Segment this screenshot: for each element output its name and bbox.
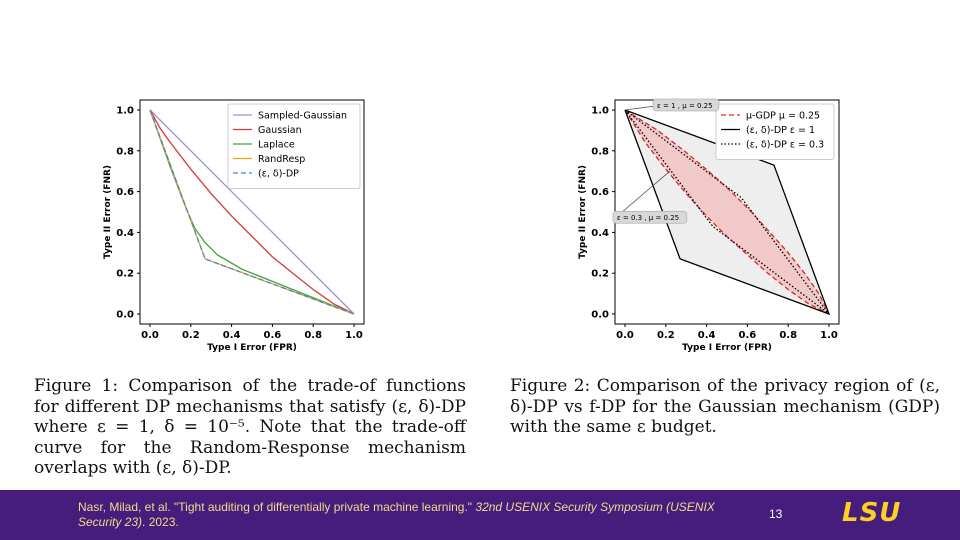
y-axis-label: Type II Error (FNR) bbox=[103, 165, 113, 259]
footer-bar: Nasr, Milad, et al. "Tight auditing of d… bbox=[0, 490, 960, 540]
legend-box bbox=[227, 103, 361, 189]
annotation-box-0 bbox=[652, 98, 720, 112]
annotation-box-1 bbox=[612, 210, 688, 224]
y-tick-label: 1.0 bbox=[591, 106, 609, 117]
legend-label-4: (ε, δ)-DP bbox=[258, 169, 299, 180]
legend-label-2: Laplace bbox=[258, 140, 295, 151]
page-number: 13 bbox=[769, 507, 783, 521]
series-line-0 bbox=[624, 109, 830, 315]
figure-1-caption: Figure 1: Comparison of the trade-of fun… bbox=[34, 376, 466, 478]
series-line-0 bbox=[149, 109, 355, 315]
lsu-logo: LSU bbox=[842, 498, 902, 528]
series-line-2 bbox=[624, 109, 830, 315]
x-tick-label: 0.4 bbox=[223, 330, 241, 341]
y-tick-label: 0.4 bbox=[116, 228, 134, 239]
x-tick-label: 0.2 bbox=[182, 330, 200, 341]
y-tick-label: 0.0 bbox=[591, 310, 609, 321]
annotation-label-1: ε = 0.3 , μ = 0.25 bbox=[617, 214, 679, 222]
x-tick-label: 0.6 bbox=[264, 330, 282, 341]
figure-2-chart: 0.0 0.2 0.4 0.6 0.8 1.0 0.0 0.2 0.4 0.6 0.8 1.0 Type… bbox=[575, 95, 845, 360]
y-tick-label: 0.6 bbox=[591, 187, 609, 198]
x-tick-label: 1.0 bbox=[820, 330, 838, 341]
x-axis-label: Type I Error (FPR) bbox=[682, 343, 772, 353]
figure-1-chart: 0.0 0.2 0.4 0.6 0.8 1.0 0.0 0.2 0.4 0.6 0.8 1.0 Type… bbox=[100, 95, 370, 360]
y-tick-label: 1.0 bbox=[116, 106, 134, 117]
annotation-label-0: ε = 1 , μ = 0.25 bbox=[657, 102, 713, 110]
legend-label-1: Gaussian bbox=[258, 125, 302, 136]
x-tick-label: 0.0 bbox=[141, 330, 159, 341]
legend-label-2: (ε, δ)-DP ε = 0.3 bbox=[746, 140, 824, 151]
citation-venue: 32nd USENIX Security Symposium (USENIX S… bbox=[78, 500, 715, 529]
x-tick-label: 0.4 bbox=[698, 330, 716, 341]
y-tick-label: 0.2 bbox=[116, 269, 134, 280]
legend-box bbox=[715, 103, 835, 160]
x-axis-label: Type I Error (FPR) bbox=[207, 343, 297, 353]
citation-year: . 2023. bbox=[142, 515, 179, 529]
legend-label-3: RandResp bbox=[258, 154, 305, 165]
series-line-1 bbox=[149, 109, 355, 315]
series-line-4 bbox=[149, 109, 355, 315]
y-tick-label: 0.8 bbox=[116, 146, 134, 157]
citation: Nasr, Milad, et al. "Tight auditing of d… bbox=[78, 500, 738, 530]
y-tick-label: 0.2 bbox=[591, 269, 609, 280]
series-line-0-mirror bbox=[624, 109, 830, 315]
x-tick-label: 0.6 bbox=[739, 330, 757, 341]
legend-label-1: (ε, δ)-DP ε = 1 bbox=[746, 125, 815, 136]
y-tick-label: 0.4 bbox=[591, 228, 609, 239]
x-tick-label: 0.0 bbox=[616, 330, 634, 341]
y-tick-label: 0.6 bbox=[116, 187, 134, 198]
gdp-region-fill bbox=[625, 110, 829, 314]
x-tick-label: 0.8 bbox=[304, 330, 322, 341]
citation-authors-title: Nasr, Milad, et al. "Tight auditing of d… bbox=[78, 500, 476, 514]
x-tick-label: 1.0 bbox=[345, 330, 363, 341]
x-tick-label: 0.8 bbox=[779, 330, 797, 341]
y-tick-label: 0.0 bbox=[116, 310, 134, 321]
figure-2-caption: Figure 2: Comparison of the privacy regi… bbox=[510, 376, 940, 437]
y-axis-label: Type II Error (FNR) bbox=[578, 165, 588, 259]
y-tick-label: 0.8 bbox=[591, 146, 609, 157]
legend-label-0: μ-GDP μ = 0.25 bbox=[746, 111, 820, 122]
plot-frame bbox=[139, 99, 365, 325]
annotation-arrow-0 bbox=[624, 105, 656, 111]
legend-label-0: Sampled-Gaussian bbox=[258, 111, 347, 122]
x-tick-label: 0.2 bbox=[657, 330, 675, 341]
annotation-arrow-1 bbox=[614, 170, 671, 219]
